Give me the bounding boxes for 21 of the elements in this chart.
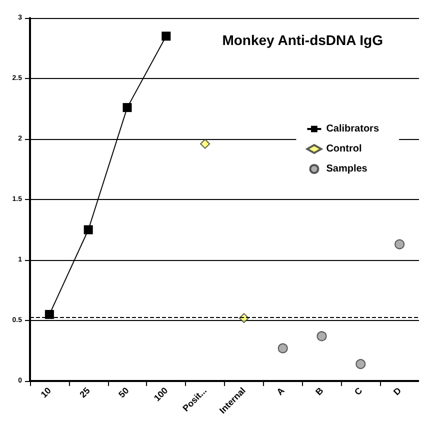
x-tick-label: 10 — [38, 385, 53, 400]
point — [278, 343, 288, 354]
point — [200, 138, 210, 149]
x-tick-label: A — [274, 385, 287, 398]
point — [84, 225, 93, 234]
point — [122, 103, 132, 112]
legend-label: Samples — [326, 164, 368, 174]
point — [356, 359, 366, 370]
point — [162, 32, 171, 41]
legend-label: Calibrators — [326, 124, 380, 134]
point — [394, 239, 405, 250]
x-tick-label: 25 — [78, 385, 92, 400]
x-tick-label: D — [391, 385, 404, 398]
x-tick-label: B — [314, 385, 326, 398]
x-tick-label: 50 — [116, 385, 131, 400]
point — [44, 310, 54, 319]
x-tick-label: C — [352, 385, 365, 398]
text: Monkey Anti-dsDNA IgG — [222, 32, 384, 48]
x-tick-label: 100 — [152, 385, 170, 404]
point — [316, 331, 327, 342]
legend-label: Control — [326, 144, 362, 154]
